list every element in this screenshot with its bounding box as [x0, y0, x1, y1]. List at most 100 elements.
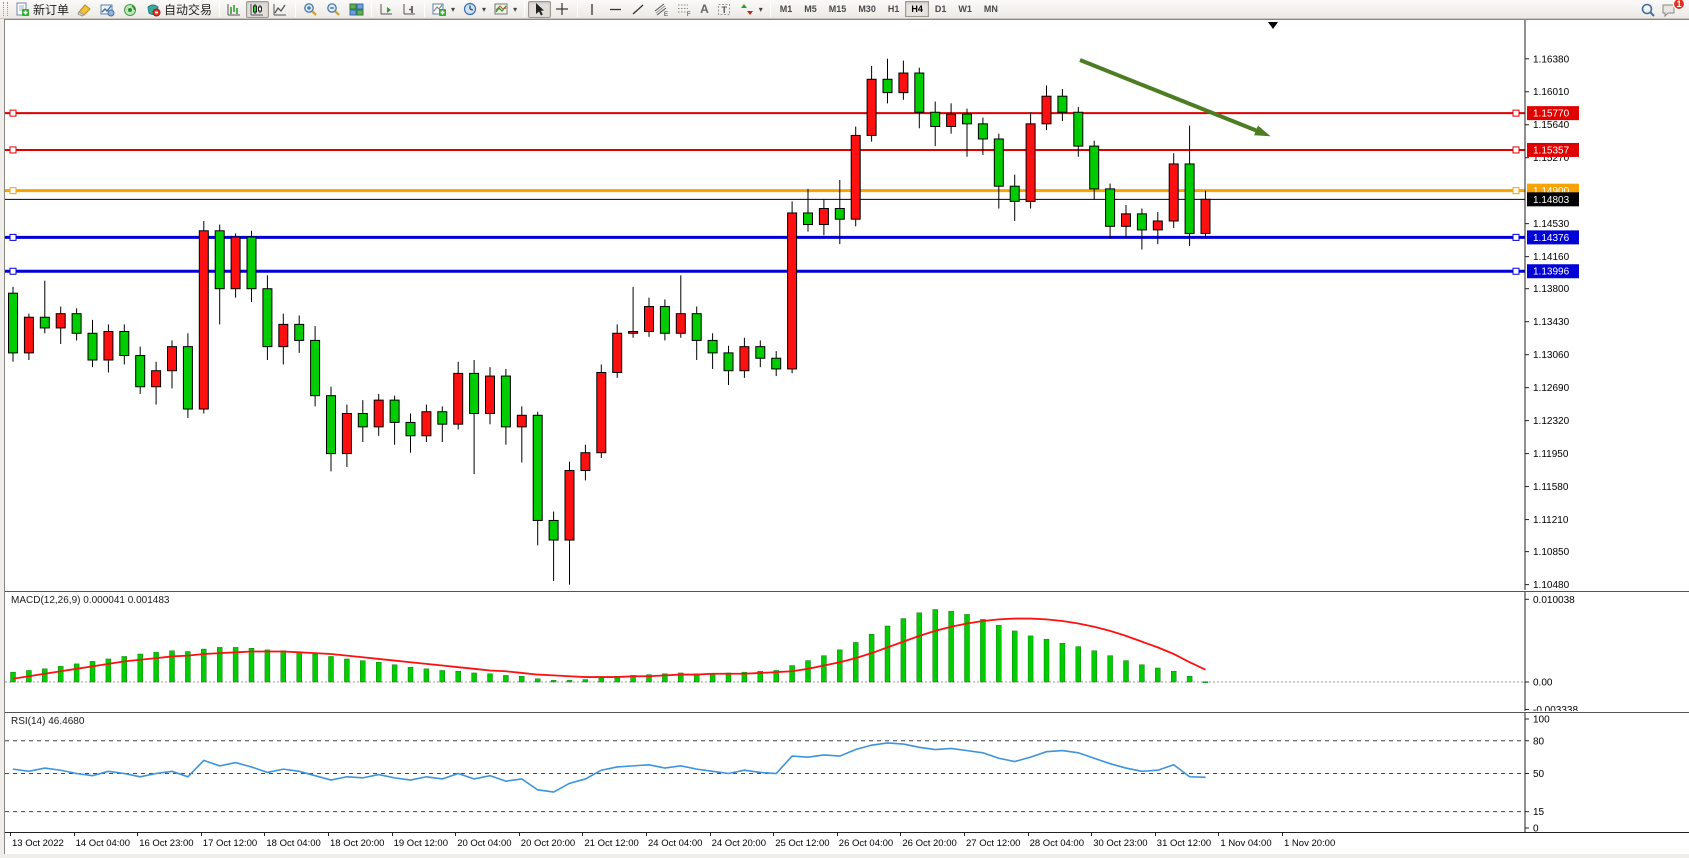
macd-histogram-bar — [1012, 630, 1018, 683]
dropdown-arrow-icon[interactable]: ▾ — [482, 4, 487, 14]
time-axis[interactable]: 13 Oct 2022 14 Oct 04:00 16 Oct 23:00 17 Oc… — [5, 832, 1689, 854]
time-tick — [328, 833, 329, 836]
vertical-line-icon — [585, 2, 600, 17]
trend-arrow-head[interactable] — [1254, 125, 1271, 137]
indicators-button[interactable]: ▾ — [428, 1, 459, 18]
hline-handle-left[interactable] — [9, 109, 17, 117]
timeframe-button-d1[interactable]: D1 — [934, 4, 947, 14]
text-tool-button[interactable]: A — [696, 1, 713, 18]
trend-arrow-line[interactable] — [1079, 58, 1266, 136]
hline-handle-right[interactable] — [1512, 146, 1520, 154]
candle-body — [135, 355, 146, 388]
zoom-in-button[interactable] — [299, 1, 322, 18]
macd-histogram-bar — [519, 676, 525, 683]
bar-chart-button[interactable] — [223, 1, 246, 18]
dropdown-arrow-icon[interactable]: ▾ — [451, 4, 456, 14]
market-watch-button[interactable] — [96, 1, 119, 18]
macd-values: 0.000041 0.001483 — [83, 595, 170, 606]
horizontal-line-tool-button[interactable] — [604, 1, 627, 18]
timeframe-button-h1[interactable]: H1 — [887, 4, 900, 14]
fibonacci-tool-button[interactable]: F — [673, 1, 696, 18]
vertical-line-tool-button[interactable] — [581, 1, 604, 18]
candle-body — [71, 313, 82, 334]
hline-handle-right[interactable] — [1512, 267, 1520, 275]
macd-histogram-bar — [121, 656, 128, 683]
toolbar-separator — [577, 1, 579, 17]
price-tick-label: 1.13430 — [1533, 317, 1570, 328]
candle-body — [453, 372, 464, 425]
signals-icon — [123, 2, 138, 17]
eraser-button[interactable] — [73, 1, 96, 18]
trendline-tool-button[interactable] — [627, 1, 650, 18]
macd-histogram-bar — [487, 673, 493, 683]
candle-body — [119, 330, 130, 357]
timeframe-button-m5[interactable]: M5 — [804, 4, 817, 14]
crosshair-tool-button[interactable] — [551, 1, 574, 18]
macd-histogram-bar — [328, 656, 334, 683]
macd-histogram-bar — [805, 660, 811, 683]
timeframe-button-m1[interactable]: M1 — [779, 4, 793, 14]
templates-button[interactable]: ▾ — [490, 1, 521, 18]
candle-body — [182, 346, 193, 410]
macd-histogram-bar — [89, 661, 96, 683]
timeframe-button-w1[interactable]: W1 — [958, 4, 972, 14]
channel-tool-button[interactable]: E — [650, 1, 673, 18]
line-chart-button[interactable] — [269, 1, 292, 18]
zoom-out-button[interactable] — [322, 1, 345, 18]
chart-shift-marker-icon[interactable] — [1268, 22, 1278, 29]
candle-body — [628, 330, 639, 334]
periods-button[interactable]: ▾ — [459, 1, 490, 18]
search-icon[interactable] — [1640, 2, 1655, 17]
rsi-canvas[interactable]: 100 80 50 15 0 — [5, 713, 1689, 832]
macd-histogram-bar — [709, 673, 716, 683]
hline-handle-left[interactable] — [9, 233, 17, 241]
text-tool-label: A — [700, 2, 709, 16]
candle-body — [739, 346, 750, 372]
chat-icon[interactable]: 1 — [1661, 0, 1685, 17]
new-order-button[interactable]: 新订单 — [11, 1, 73, 18]
candle-body — [421, 411, 432, 437]
timeframe-button-h4[interactable]: H4 — [905, 1, 929, 17]
macd-histogram-bar — [757, 671, 763, 683]
dropdown-arrow-icon[interactable]: ▾ — [758, 4, 763, 14]
candle-body — [866, 78, 877, 136]
candle-body — [516, 414, 527, 428]
crosshair-icon — [555, 2, 570, 17]
timeframe-button-mn[interactable]: MN — [983, 4, 998, 14]
time-tick — [391, 833, 393, 836]
tile-windows-button[interactable] — [345, 1, 368, 18]
timeframe-button-m15[interactable]: M15 — [828, 4, 847, 14]
macd-histogram-bar — [900, 618, 907, 683]
chart-window: ▼ GBPUSD-,H4 1.14823 1.14855 1.14771 1.1… — [4, 19, 1689, 854]
price-chart-canvas[interactable]: 1.16380 1.16010 1.15640 1.15270 1.14530 1.141… — [5, 20, 1689, 590]
horizontal-line-icon — [608, 2, 623, 17]
hline-handle-right[interactable] — [1512, 187, 1520, 195]
zoom-in-icon — [303, 2, 318, 17]
dropdown-arrow-icon[interactable]: ▾ — [513, 4, 518, 14]
rsi-tick-label: 0 — [1533, 824, 1539, 833]
macd-histogram-bar — [1202, 681, 1209, 683]
chat-notification-badge: 1 — [1673, 0, 1685, 10]
arrows-tool-button[interactable]: ▾ — [736, 1, 767, 18]
hline-handle-left[interactable] — [9, 146, 17, 154]
timeframe-button-m30[interactable]: M30 — [858, 4, 876, 14]
signals-button[interactable] — [119, 1, 142, 18]
toolbar-gripper[interactable] — [3, 2, 8, 16]
rsi-tick-label: 15 — [1533, 807, 1545, 818]
candle-body — [962, 113, 972, 125]
hline-handle-left[interactable] — [9, 267, 17, 275]
autotrade-button[interactable]: 自动交易 — [142, 1, 216, 18]
indicators-icon — [432, 2, 447, 17]
rsi-name: RSI(14) — [11, 716, 46, 727]
chart-forward-button[interactable] — [375, 1, 398, 18]
cursor-icon — [532, 2, 547, 17]
label-tool-button[interactable]: T — [713, 1, 736, 18]
macd-canvas[interactable]: 0.010038 0.00 -0.003338 — [5, 592, 1689, 711]
cursor-tool-button[interactable] — [528, 0, 552, 18]
hline-handle-right[interactable] — [1512, 109, 1520, 117]
hline-handle-right[interactable] — [1512, 233, 1520, 241]
hline-handle-left[interactable] — [9, 187, 17, 195]
candlestick-chart-button[interactable] — [246, 0, 270, 18]
macd-histogram-bar — [42, 668, 48, 683]
chart-end-button[interactable] — [398, 1, 421, 18]
